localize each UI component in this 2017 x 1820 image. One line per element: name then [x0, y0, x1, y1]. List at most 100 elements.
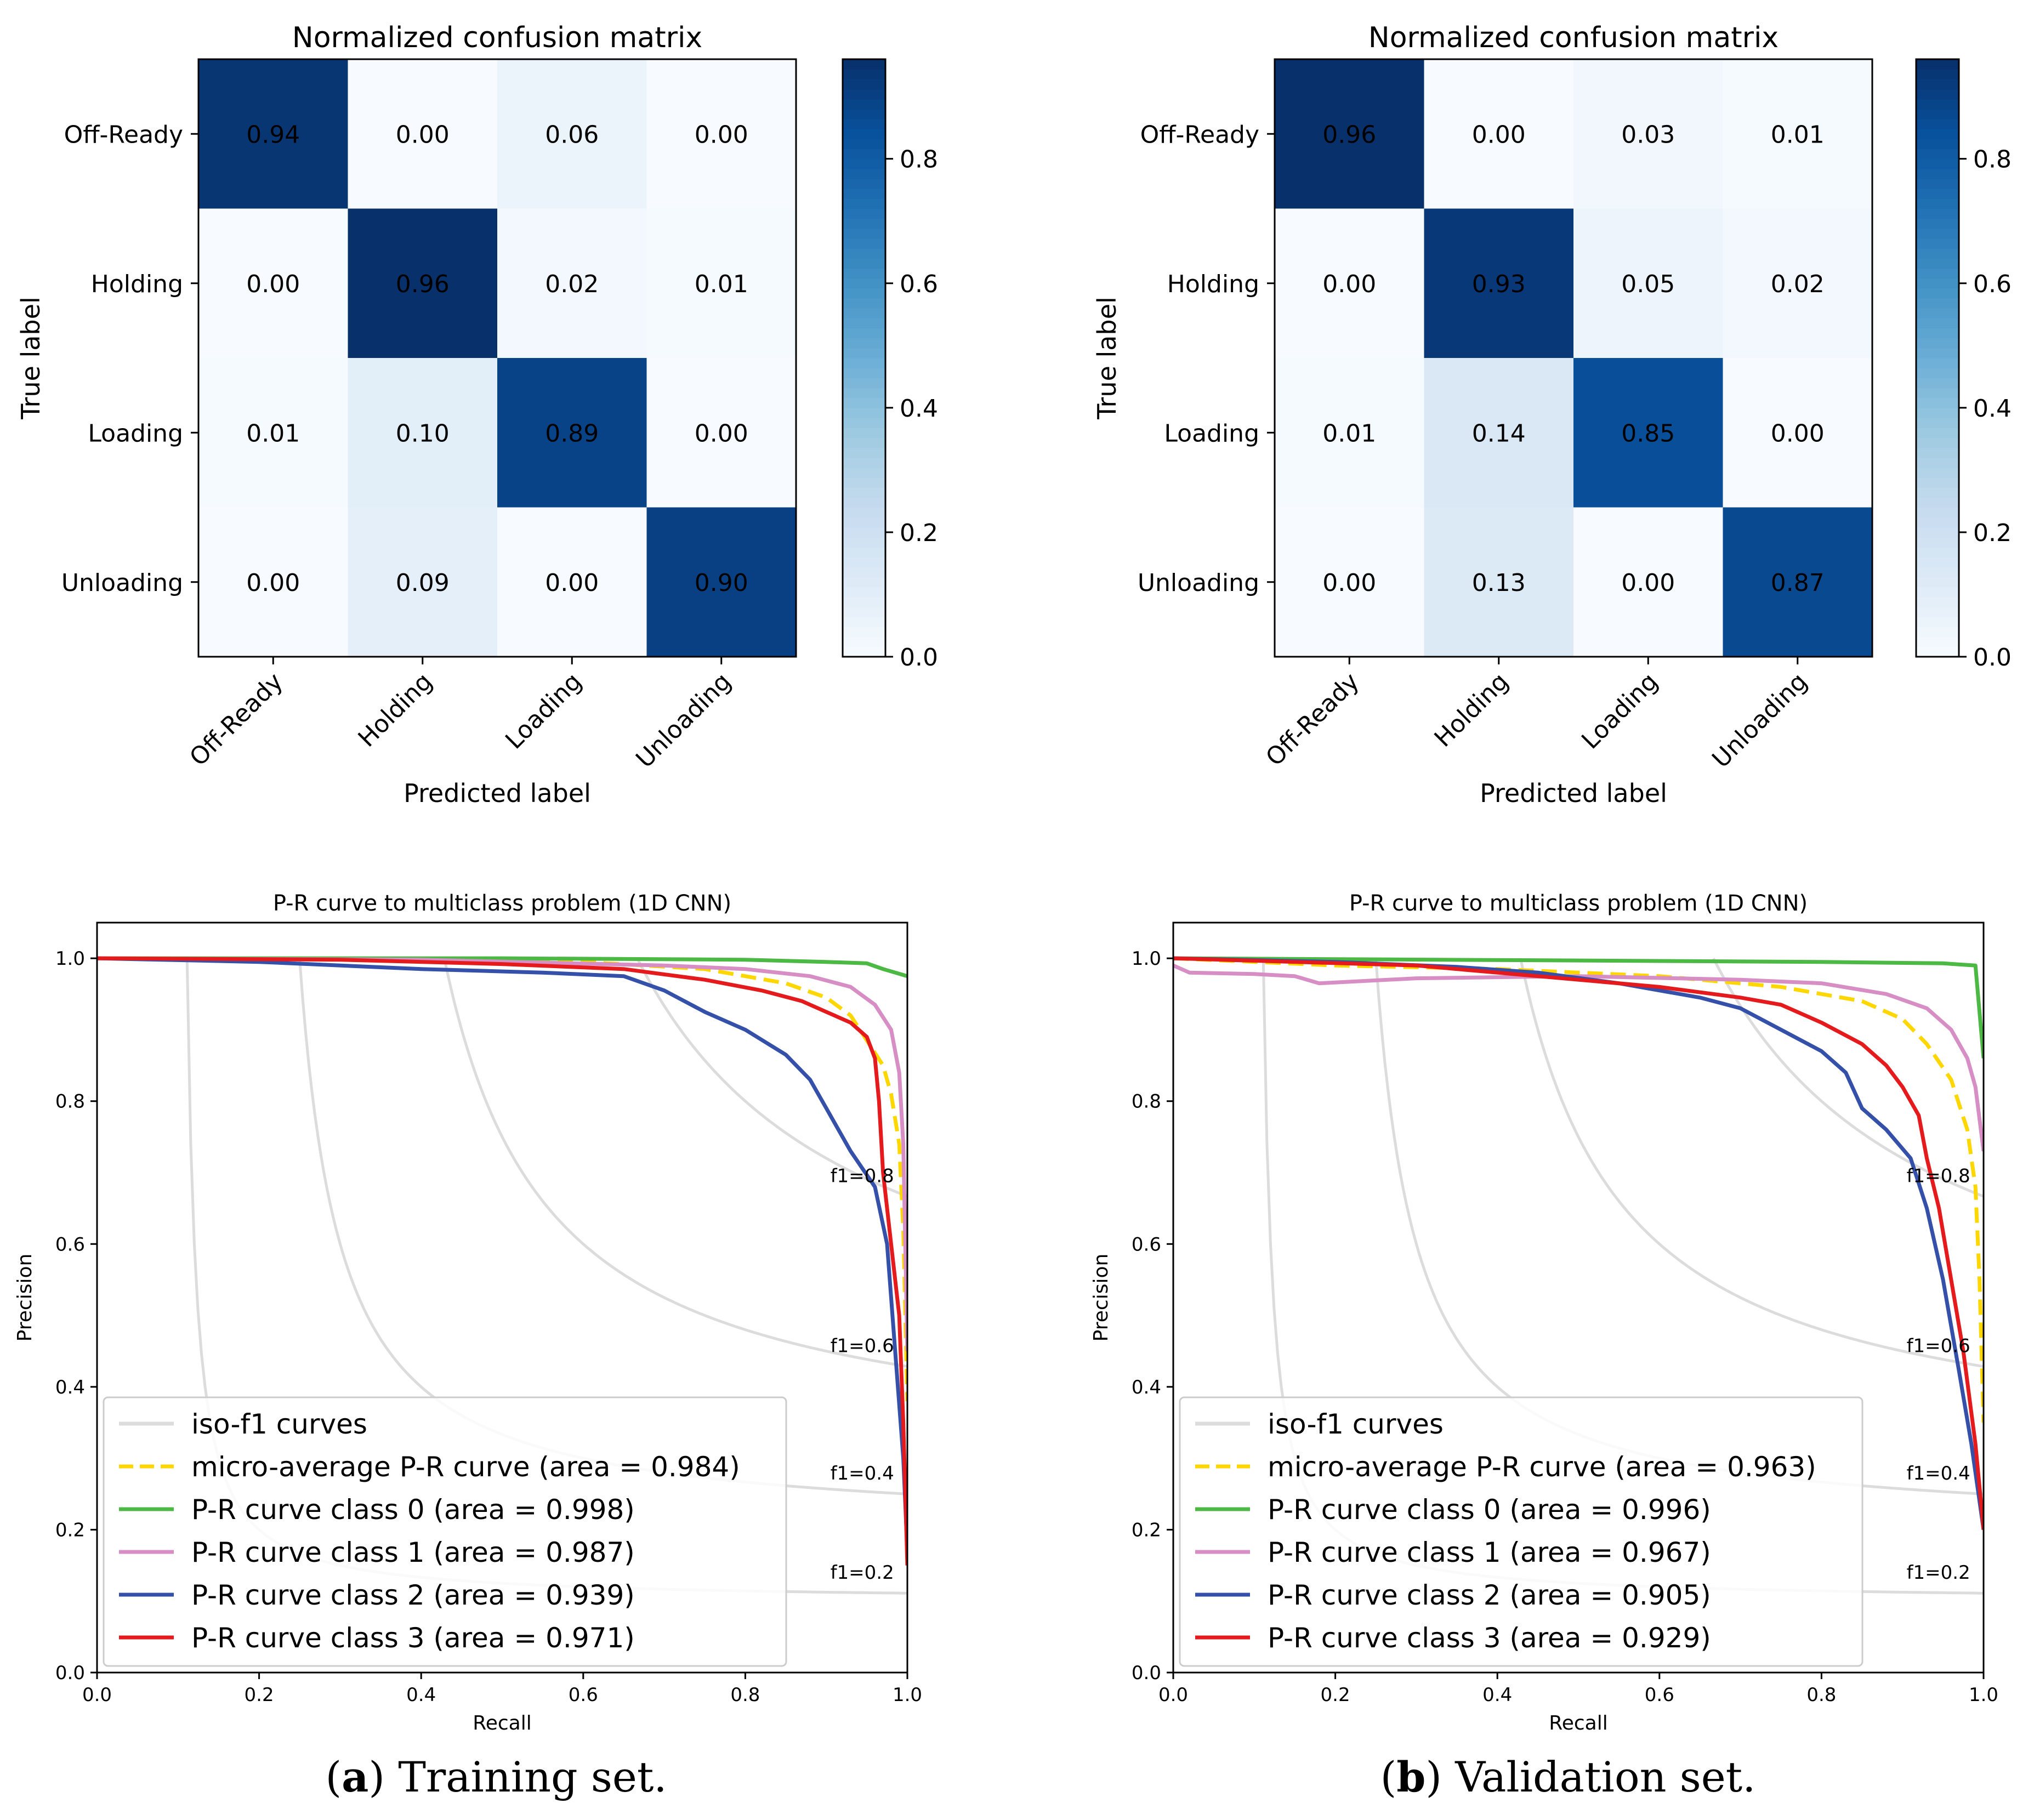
colorbar-segment — [843, 208, 885, 219]
colorbar-segment — [843, 537, 885, 548]
cm-cell-label: 0.00 — [1322, 270, 1376, 298]
colorbar-segment — [1916, 338, 1959, 349]
cm-cell-label: 0.02 — [1771, 270, 1825, 298]
cm-cell — [348, 507, 498, 657]
cm-cell-label: 0.87 — [1771, 569, 1825, 597]
cm-xtick-label: Holding — [1429, 668, 1514, 753]
cm-cell-label: 0.00 — [695, 419, 748, 447]
legend-entry: P-R curve class 1 (area = 0.987) — [191, 1537, 635, 1568]
cm-cell — [1573, 208, 1723, 359]
colorbar-segment — [843, 467, 885, 478]
colorbar-segment — [843, 189, 885, 199]
colorbar-tick-label: 0.2 — [1973, 519, 2012, 547]
cm-cell — [198, 208, 348, 359]
cm-cell-label: 0.00 — [545, 569, 599, 597]
cm-ytick-label: Off-Ready — [1140, 121, 1259, 149]
cm-cell — [1723, 507, 1873, 657]
cm-cell — [646, 208, 797, 359]
colorbar-segment — [843, 447, 885, 458]
colorbar-segment — [843, 597, 885, 607]
colorbar-segment — [843, 149, 885, 160]
colorbar-segment — [843, 198, 885, 209]
cm-cell — [1573, 358, 1723, 508]
colorbar-segment — [1916, 577, 1959, 588]
legend-entry: P-R curve class 0 (area = 0.996) — [1268, 1494, 1711, 1526]
cm-cell-label: 0.02 — [545, 270, 599, 298]
cm-xtick-label: Off-Ready — [184, 668, 288, 772]
legend-entry: micro-average P-R curve (area = 0.963) — [1268, 1451, 1816, 1483]
colorbar-segment — [843, 179, 885, 189]
iso-f1-label: f1=0.4 — [1907, 1463, 1970, 1485]
pr-ytick-label: 0.6 — [1132, 1233, 1161, 1255]
colorbar-segment — [843, 69, 885, 79]
cm-cell — [646, 358, 797, 508]
colorbar-segment — [843, 507, 885, 518]
caption-b-text: Validation set. — [1454, 1753, 1755, 1801]
colorbar-segment — [843, 89, 885, 100]
pr-xtick-label: 1.0 — [1969, 1684, 1998, 1706]
pr-title: P-R curve to multiclass problem (1D CNN) — [1349, 891, 1808, 916]
colorbar-segment — [1916, 447, 1959, 458]
colorbar-segment — [1916, 288, 1959, 299]
legend-entry: iso-f1 curves — [191, 1408, 367, 1440]
colorbar-segment — [843, 477, 885, 488]
colorbar-segment — [1916, 487, 1959, 498]
cm-cell-label: 0.00 — [396, 121, 450, 149]
colorbar-segment — [1916, 467, 1959, 478]
colorbar-segment — [843, 636, 885, 647]
plot-area — [1173, 956, 1984, 1595]
cm-cell — [497, 507, 647, 657]
colorbar-segment — [1916, 278, 1959, 289]
colorbar-segment — [1916, 597, 1959, 607]
iso-f1-label: f1=0.8 — [1907, 1165, 1970, 1187]
colorbar-segment — [1916, 179, 1959, 189]
colorbar-segment — [843, 457, 885, 468]
pr-series-class3 — [1173, 956, 1984, 1530]
colorbar-segment — [1916, 646, 1959, 657]
colorbar-tick-label: 0.8 — [1973, 146, 2012, 174]
cm-title: Normalized confusion matrix — [292, 21, 702, 54]
caption-a-label: a — [342, 1753, 368, 1801]
colorbar-tick-label: 0.0 — [1973, 644, 2012, 672]
pr-ytick-label: 0.2 — [55, 1519, 85, 1541]
cm-cell-label: 0.00 — [1322, 569, 1376, 597]
colorbar-segment — [1916, 397, 1959, 408]
colorbar-segment — [1916, 527, 1959, 538]
colorbar-segment — [843, 328, 885, 339]
colorbar-segment — [1916, 149, 1959, 160]
cm-cell — [198, 507, 348, 657]
cm-cell-label: 0.05 — [1621, 270, 1675, 298]
pr-ytick-label: 0.4 — [1132, 1377, 1161, 1398]
colorbar-segment — [843, 547, 885, 558]
pr-curve-validation: P-R curve to multiclass problem (1D CNN)… — [1090, 891, 1998, 1734]
iso-f1-label: f1=0.2 — [831, 1562, 894, 1584]
cm-cell — [1723, 59, 1873, 209]
iso-f1-label: f1=0.6 — [831, 1335, 894, 1357]
cm-ytick-label: Holding — [1167, 270, 1259, 298]
cm-cell-label: 0.93 — [1472, 270, 1526, 298]
colorbar-segment — [1916, 348, 1959, 359]
colorbar-segment — [843, 517, 885, 528]
cm-cell-label: 0.96 — [1322, 121, 1376, 149]
pr-series-class2 — [97, 956, 907, 1551]
colorbar-segment — [843, 487, 885, 498]
colorbar-segment — [1916, 557, 1959, 568]
cm-xtick-label: Off-Ready — [1260, 668, 1365, 772]
colorbar-segment — [843, 397, 885, 408]
pr-series-class1 — [1173, 963, 1984, 1152]
colorbar-segment — [1916, 238, 1959, 249]
colorbar-segment — [843, 218, 885, 229]
colorbar-segment — [1916, 79, 1959, 90]
pr-xlabel: Recall — [473, 1712, 531, 1734]
colorbar-segment — [1916, 617, 1959, 628]
iso-f1-label: f1=0.2 — [1907, 1562, 1970, 1584]
colorbar-segment — [1916, 258, 1959, 269]
cm-cell-label: 0.01 — [695, 270, 748, 298]
legend-entry: micro-average P-R curve (area = 0.984) — [191, 1451, 740, 1483]
pr-series-class1 — [97, 956, 907, 1351]
caption-a-text: Training set. — [398, 1753, 667, 1801]
colorbar-segment — [843, 607, 885, 617]
colorbar-segment — [843, 338, 885, 349]
colorbar-segment — [843, 358, 885, 368]
iso-f1-label: f1=0.4 — [831, 1463, 894, 1485]
